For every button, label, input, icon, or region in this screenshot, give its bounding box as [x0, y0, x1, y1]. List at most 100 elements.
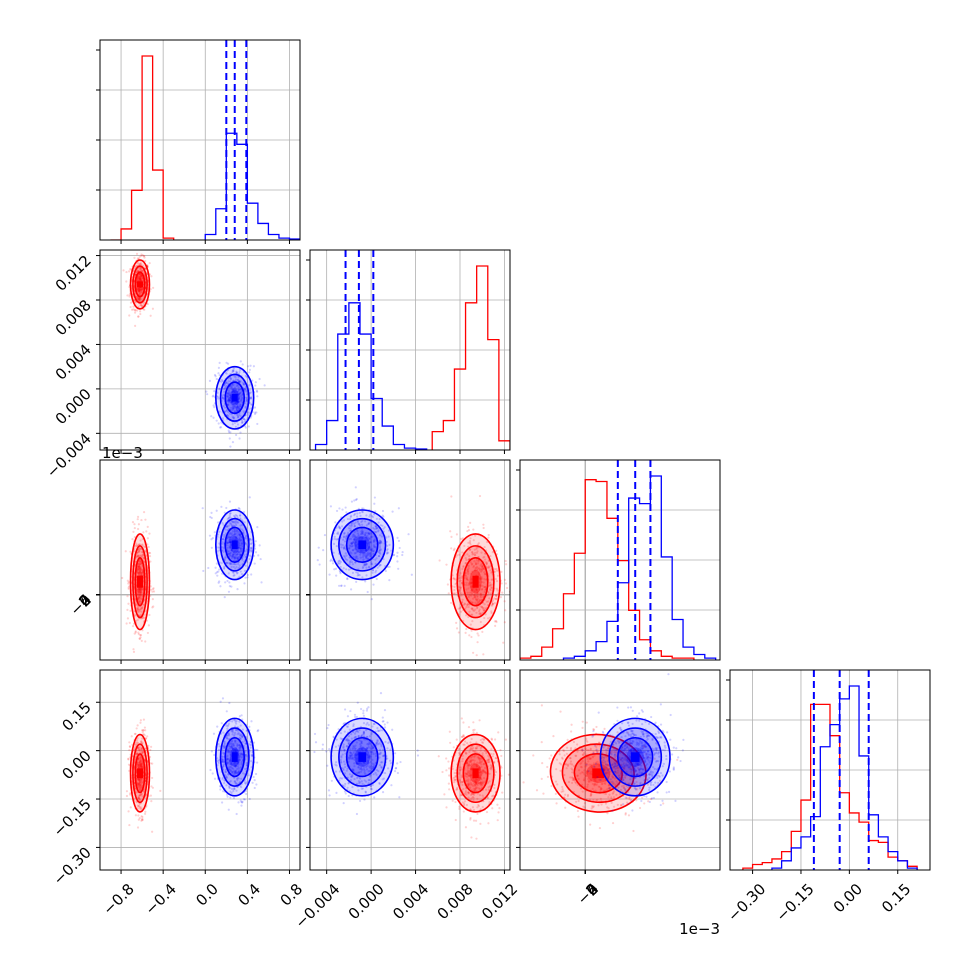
sample-point: [354, 545, 357, 548]
sample-point: [463, 743, 466, 746]
sample-point: [219, 426, 222, 429]
sample-point: [221, 394, 224, 397]
sample-point: [138, 572, 141, 575]
sample-point: [253, 562, 256, 565]
sample-point: [358, 511, 361, 514]
sample-point: [473, 779, 477, 782]
sample-point: [232, 367, 235, 370]
sample-point: [482, 585, 486, 589]
sample-point: [138, 610, 141, 613]
sample-point: [484, 585, 487, 589]
sample-point: [349, 751, 352, 754]
sample-point: [240, 528, 244, 531]
sample-point: [373, 496, 376, 499]
sample-point: [504, 738, 507, 741]
sample-point: [355, 536, 358, 539]
sample-point: [139, 593, 142, 596]
sample-point: [217, 762, 220, 765]
sample-point: [226, 546, 229, 550]
sample-point: [229, 401, 233, 405]
sample-point: [137, 287, 140, 290]
sample-point: [239, 547, 242, 550]
sample-point: [226, 381, 229, 385]
sample-point: [225, 372, 228, 375]
sample-point: [230, 769, 233, 773]
sample-point: [138, 760, 141, 764]
sample-point: [227, 572, 230, 575]
sample-point: [457, 751, 461, 755]
sample-point: [231, 521, 235, 524]
sample-point: [227, 724, 230, 727]
sample-point: [470, 592, 474, 595]
sample-point: [484, 608, 487, 611]
sample-point: [236, 571, 239, 574]
sample-point: [234, 749, 237, 753]
sample-point: [249, 391, 253, 394]
sample-point: [137, 749, 141, 752]
sample-point: [350, 523, 353, 527]
sample-point: [362, 558, 365, 561]
sample-point: [137, 288, 140, 291]
sample-point: [238, 514, 242, 517]
sample-point: [460, 776, 464, 779]
density-peak: [137, 575, 143, 588]
sample-point: [465, 627, 468, 631]
sample-point: [137, 523, 140, 526]
sample-point: [233, 770, 236, 774]
sample-point: [375, 527, 378, 531]
sample-point: [459, 766, 462, 769]
sample-point: [476, 602, 479, 605]
sample-point: [226, 761, 229, 764]
sample-point: [136, 778, 140, 781]
sample-point: [231, 555, 234, 558]
sample-point: [131, 624, 135, 628]
sample-point: [471, 806, 475, 809]
sample-point: [135, 296, 138, 299]
sample-point: [240, 399, 243, 402]
sample-point: [136, 763, 139, 766]
sample-point: [233, 574, 236, 577]
sample-point: [136, 257, 140, 260]
sample-point: [226, 541, 229, 545]
sample-point: [465, 762, 468, 765]
sample-point: [478, 719, 481, 722]
sample-point: [231, 534, 234, 537]
histogram-1: [562, 475, 717, 660]
sample-point: [475, 566, 478, 569]
sample-point: [335, 509, 339, 513]
sample-point: [468, 634, 471, 637]
sample-point: [137, 279, 140, 282]
sample-point: [452, 549, 455, 552]
sample-point: [235, 405, 238, 409]
sample-point: [486, 759, 489, 762]
sample-point: [231, 720, 234, 723]
y-tick-label: 0.00: [58, 747, 94, 783]
sample-point: [401, 553, 404, 557]
sample-point: [474, 608, 477, 611]
sample-point: [137, 289, 140, 292]
sample-point: [237, 393, 240, 396]
sample-point: [493, 568, 496, 571]
sample-point: [489, 584, 492, 587]
sample-point: [243, 388, 247, 391]
sample-point: [367, 557, 370, 560]
sample-point: [479, 777, 482, 781]
sample-point: [137, 290, 141, 293]
sample-point: [139, 275, 142, 278]
sample-point: [126, 608, 129, 612]
sample-point: [368, 541, 372, 544]
sample-point: [464, 774, 467, 778]
sample-point: [231, 729, 234, 732]
sample-point: [230, 520, 234, 523]
sample-point: [367, 532, 371, 535]
sample-point: [365, 563, 368, 566]
sample-point: [209, 515, 212, 519]
sample-point: [236, 379, 239, 382]
sample-point: [370, 548, 373, 551]
sample-point: [235, 370, 238, 373]
sample-point: [236, 553, 239, 556]
sample-point: [480, 551, 483, 554]
contour-line: [462, 557, 489, 607]
contour-line: [338, 517, 387, 572]
sample-point: [504, 609, 507, 612]
